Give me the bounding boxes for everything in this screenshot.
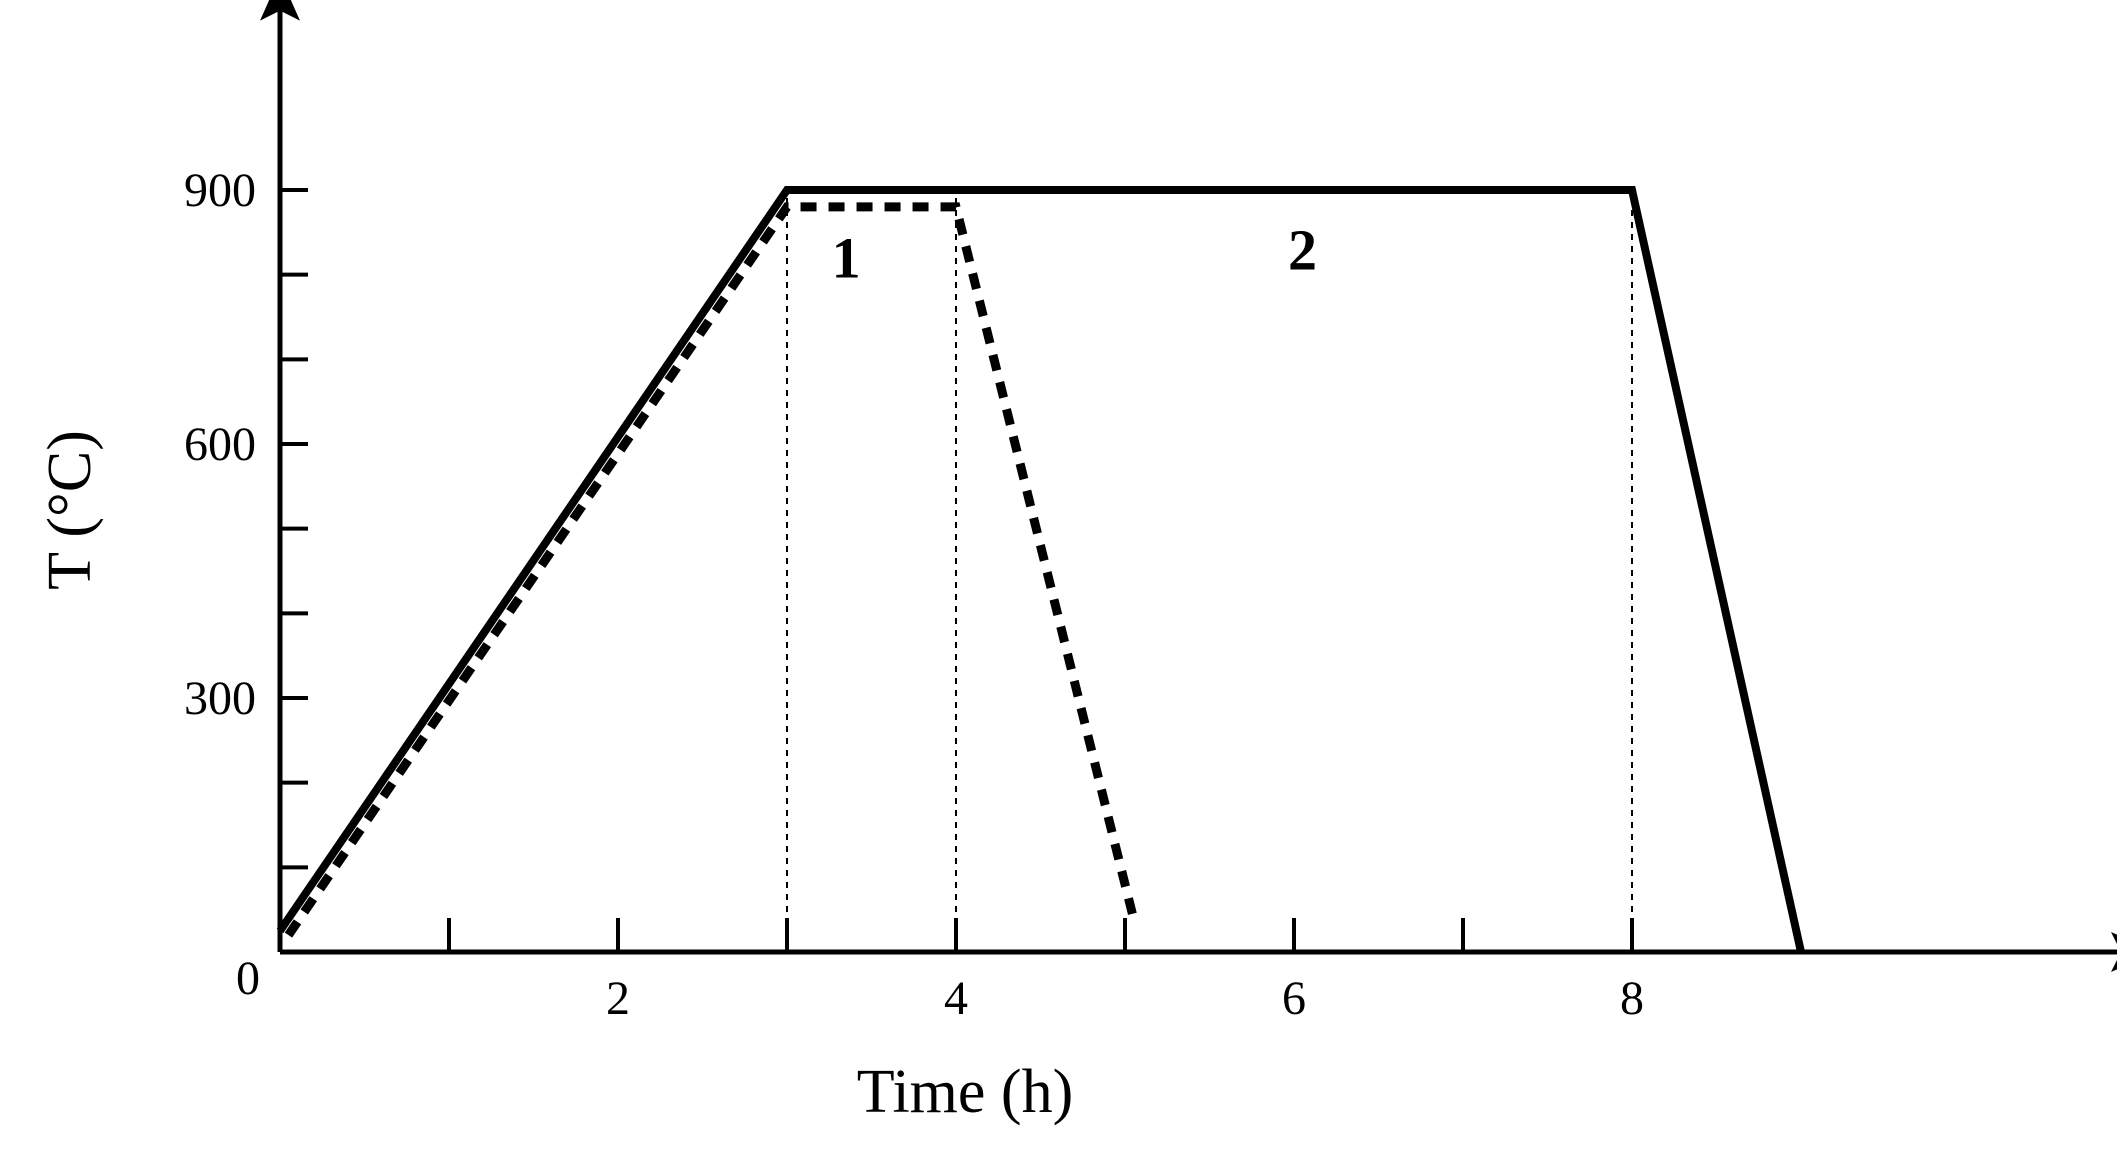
- y-tick-label: 300: [184, 672, 256, 725]
- y-tick-label: 600: [184, 418, 256, 471]
- tick-layer: [280, 188, 1634, 952]
- tick-label-layer: 2 4 6 8 300 600 900 0: [184, 164, 1644, 1025]
- region-annotation: 1: [832, 226, 861, 291]
- reference-lines: [786, 186, 1633, 952]
- region-annotation: 2: [1288, 217, 1317, 282]
- series-layer: [276, 186, 1805, 953]
- x-tick-label: 4: [944, 972, 968, 1025]
- origin-label: 0: [236, 952, 260, 1005]
- y-tick-label: 900: [184, 164, 256, 217]
- x-tick-label: 2: [606, 972, 630, 1025]
- solid-series-line: [276, 186, 1805, 953]
- x-axis-label: Time (h): [857, 1058, 1073, 1126]
- dotted-series-line: [284, 202, 1138, 938]
- x-tick-label: 6: [1282, 972, 1306, 1025]
- x-tick-label: 8: [1620, 972, 1644, 1025]
- y-axis-label: T (°C): [36, 430, 104, 590]
